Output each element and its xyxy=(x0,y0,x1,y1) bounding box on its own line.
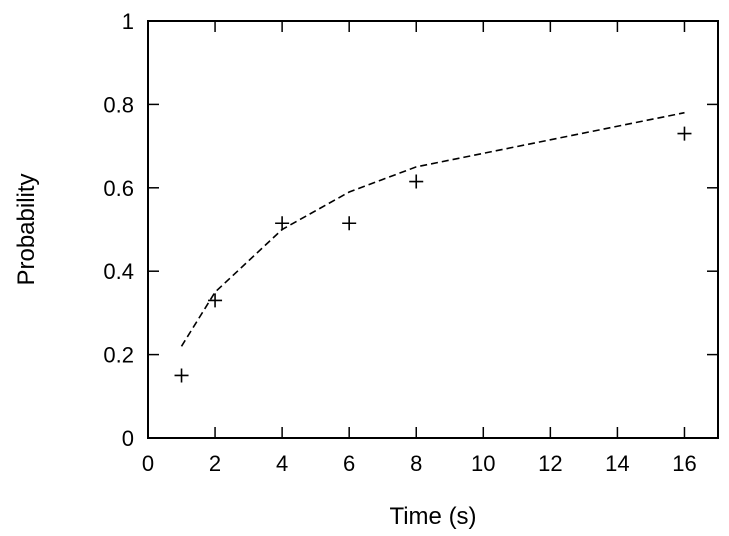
y-tick-label: 0.4 xyxy=(103,259,134,284)
plot-frame xyxy=(147,20,719,439)
x-tick-label: 10 xyxy=(471,451,495,476)
x-tick-label: 6 xyxy=(343,451,355,476)
data-point xyxy=(174,368,189,383)
x-axis-title: Time (s) xyxy=(389,503,476,530)
data-point xyxy=(208,293,223,308)
plot-area: 0 2 4 6 8 10 12 14 16 0 0.2 0.4 0.6 0.8 1 xyxy=(103,9,719,476)
y-axis-title: Probability xyxy=(13,173,40,285)
data-point xyxy=(275,216,290,231)
data-point xyxy=(409,174,424,189)
x-tick-label: 0 xyxy=(142,451,154,476)
x-tick-label: 4 xyxy=(276,451,288,476)
y-tick-label: 0.2 xyxy=(103,343,134,368)
x-tick-label: 14 xyxy=(605,451,629,476)
x-tick-label: 12 xyxy=(538,451,562,476)
y-tick-label: 0.6 xyxy=(103,176,134,201)
x-tick-label: 8 xyxy=(410,451,422,476)
y-tick-label: 0.8 xyxy=(103,92,134,117)
data-point xyxy=(342,216,357,231)
y-tick-label: 0 xyxy=(122,426,134,451)
y-tick-label: 1 xyxy=(122,9,134,34)
x-tick-label: 2 xyxy=(209,451,221,476)
x-tick-label: 16 xyxy=(672,451,696,476)
data-point xyxy=(677,126,692,141)
fit-line xyxy=(180,111,685,347)
